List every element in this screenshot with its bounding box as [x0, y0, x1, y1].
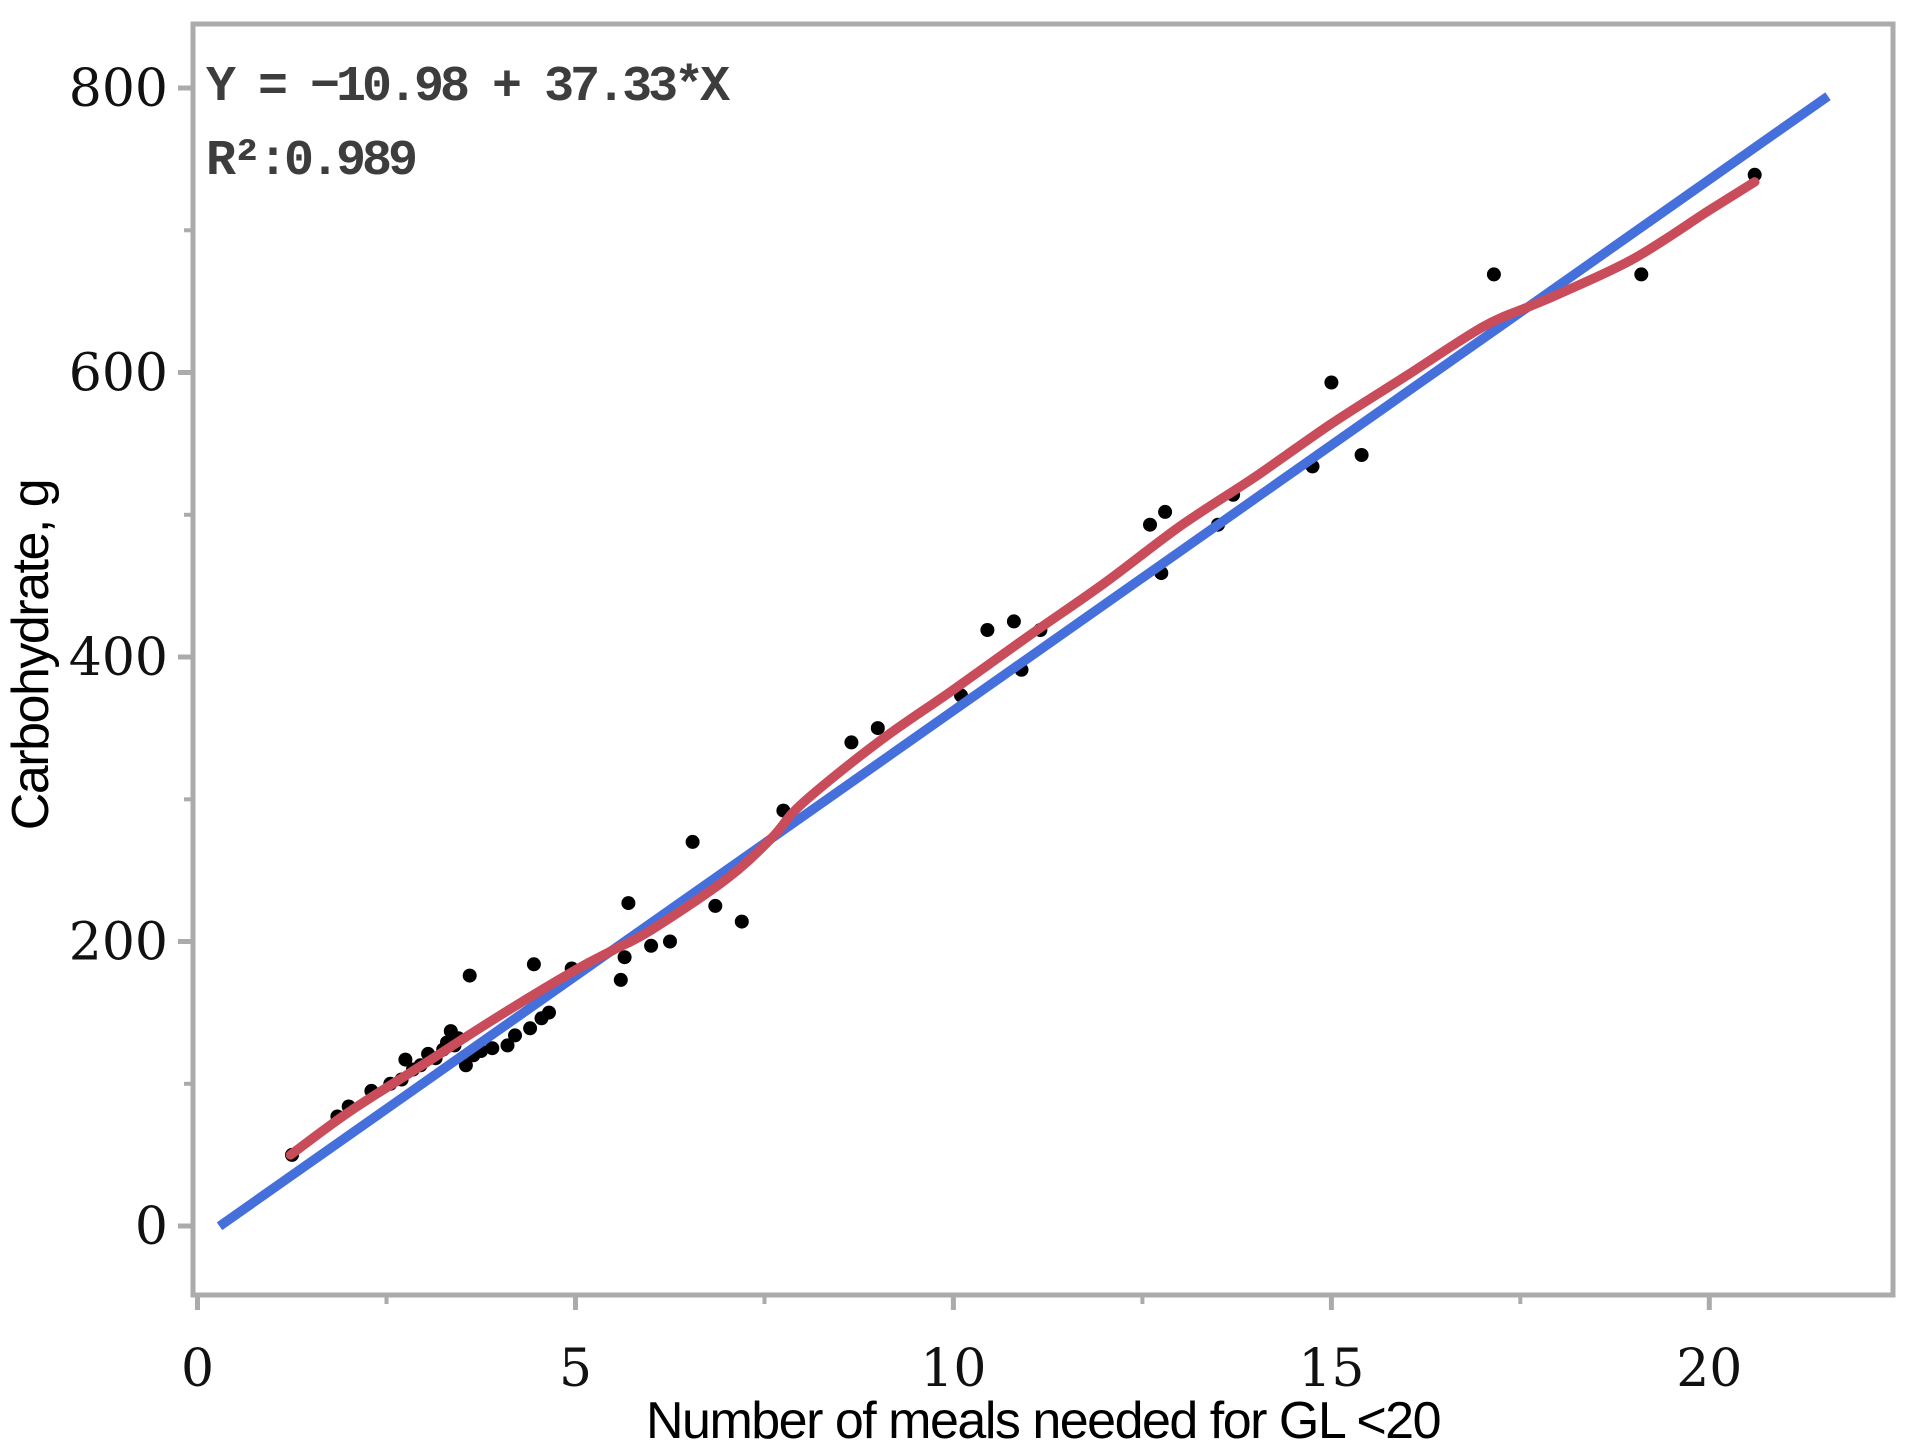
scatter-point: [1324, 375, 1339, 390]
scatter-point: [613, 972, 628, 987]
scatter-point: [398, 1052, 413, 1067]
scatter-point: [458, 1058, 473, 1073]
y-axis-ticks: [178, 85, 193, 1229]
y-tick-label: 200: [69, 913, 168, 973]
scatter-point: [617, 950, 632, 965]
scatter-point: [500, 1038, 515, 1053]
scatter-point: [734, 914, 749, 929]
loess-curve: [285, 177, 1760, 1160]
annotation-equation: Y = −10.98 + 37.33*X: [206, 59, 730, 116]
scatter-point: [508, 1028, 522, 1043]
plot-frame: [190, 21, 1896, 1298]
x-axis-title: Number of meals needed for GL <20: [646, 1392, 1440, 1449]
x-tick-label: 15: [1298, 1339, 1364, 1399]
scatter-point: [1486, 267, 1501, 282]
x-tick-label: 0: [181, 1339, 214, 1399]
y-tick-label: 600: [69, 344, 168, 404]
scatter-point: [870, 721, 885, 736]
annotation-r-squared: R²:0.989: [206, 133, 415, 190]
scatter-point: [708, 898, 723, 913]
y-axis-title: Carbohydrate, g: [2, 480, 60, 830]
scatter-point: [523, 1021, 538, 1036]
scatter-point: [1158, 504, 1173, 519]
x-tick-label: 5: [559, 1339, 592, 1399]
scatter-point: [1634, 267, 1649, 282]
scatter-point: [980, 623, 995, 637]
y-tick-label: 400: [69, 628, 168, 688]
scatter-point: [542, 1005, 556, 1020]
scatter-point: [485, 1041, 500, 1056]
scatter-point: [1747, 167, 1762, 182]
scatter-point: [663, 934, 677, 949]
regression-line: [216, 92, 1831, 1231]
scatter-point: [526, 957, 541, 972]
x-tick-label: 20: [1676, 1339, 1742, 1399]
y-tick-label: 0: [135, 1197, 168, 1257]
scatter-point: [1354, 448, 1369, 462]
scatter-point: [644, 938, 659, 953]
y-axis-tick-labels: 0 200 400 600 800: [69, 59, 168, 1257]
scatter-point: [685, 834, 700, 849]
scatter-point: [1143, 517, 1157, 532]
scatter-point: [621, 896, 636, 911]
x-tick-label: 10: [920, 1339, 986, 1399]
scatter-point: [844, 735, 859, 750]
scatter-point: [462, 968, 477, 983]
x-axis-tick-labels: 0 5 10 15 20: [181, 1339, 1742, 1399]
scatter-point: [1006, 614, 1021, 629]
y-tick-label: 800: [69, 59, 168, 119]
